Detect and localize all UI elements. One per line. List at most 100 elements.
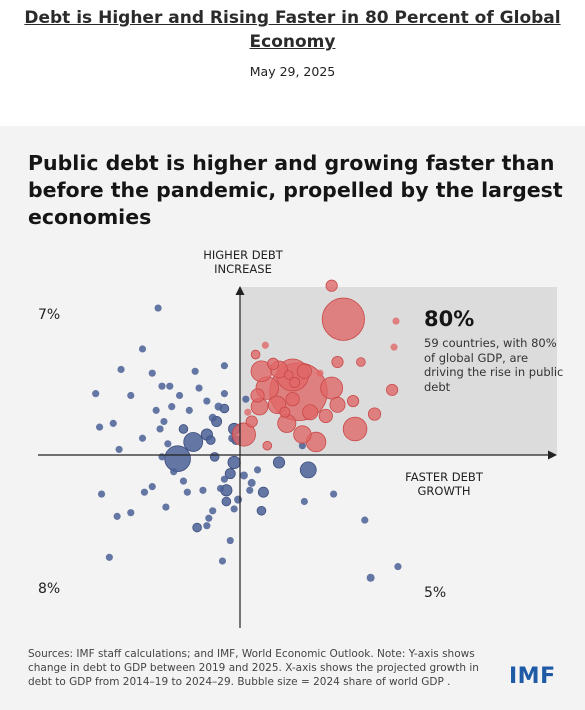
blue-bubble [158, 382, 166, 390]
red-bubble [279, 406, 291, 418]
red-bubble [347, 395, 360, 408]
blue-bubble [109, 419, 117, 427]
blue-bubble [214, 402, 223, 411]
red-bubble [367, 407, 382, 421]
blue-bubble [299, 461, 317, 479]
blue-bubble [272, 456, 286, 469]
blue-bubble [209, 507, 217, 515]
red-bubble [318, 408, 333, 424]
quadrant-bottom-right-pct: 5% [424, 585, 447, 601]
blue-bubble [175, 391, 184, 400]
y-axis-arrow [235, 286, 245, 295]
blue-bubble [208, 413, 217, 422]
blue-bubble [97, 490, 106, 498]
blue-bubble [117, 365, 125, 374]
blue-bubble [115, 445, 123, 453]
red-bubble [289, 377, 301, 388]
blue-bubble [156, 425, 164, 433]
red-bubble [261, 341, 269, 349]
blue-bubble [226, 536, 234, 545]
source-note: Sources: IMF staff calculations; and IMF… [28, 648, 479, 688]
blue-bubble [247, 478, 256, 487]
blue-bubble [185, 406, 193, 414]
red-bubble [321, 297, 365, 341]
blue-bubble [205, 514, 213, 522]
blue-bubble [152, 406, 160, 414]
blue-bubble [224, 468, 236, 480]
blue-bubble [178, 424, 189, 434]
blue-bubble [227, 455, 241, 470]
red-bubble [245, 415, 258, 428]
red-bubble [262, 440, 273, 451]
blue-bubble [394, 563, 402, 571]
red-bubble [244, 408, 252, 416]
red-bubble [250, 349, 261, 360]
blue-bubble [140, 488, 149, 496]
blue-bubble [166, 382, 174, 390]
blue-bubble [366, 573, 375, 582]
quadrant-top-right-pct: 80% [424, 307, 475, 331]
blue-bubble [298, 442, 306, 450]
blue-bubble [220, 475, 228, 483]
blue-bubble [330, 490, 338, 498]
blue-bubble [113, 512, 121, 520]
blue-bubble [242, 395, 250, 403]
red-bubble [250, 388, 265, 403]
imf-logo: IMF [509, 664, 556, 689]
blue-bubble [234, 495, 243, 504]
blue-bubble [170, 468, 178, 476]
blue-bubble [164, 445, 191, 473]
blue-bubble [300, 497, 308, 506]
blue-bubble [239, 471, 248, 480]
x-axis-label: FASTER DEBT GROWTH [405, 470, 483, 498]
blue-bubble [192, 522, 202, 533]
blue-bubble [216, 484, 225, 493]
quadrant-top-right-callout: 59 countries, with 80% of global GDP, ar… [424, 336, 564, 394]
red-bubble [392, 317, 400, 325]
quadrant-top-left-pct: 7% [38, 307, 61, 323]
blue-bubble [148, 483, 156, 491]
blue-bubble [195, 384, 203, 392]
blue-bubble [218, 557, 227, 565]
blue-bubble [257, 486, 269, 498]
blue-bubble [220, 362, 228, 370]
blue-bubble [203, 397, 211, 405]
blue-bubble [253, 466, 262, 474]
blue-bubble [191, 367, 199, 375]
blue-bubble [96, 423, 104, 431]
red-bubble [325, 279, 338, 292]
red-bubble [331, 355, 344, 369]
red-bubble [302, 404, 319, 421]
blue-bubble [230, 505, 238, 513]
blue-bubble [160, 417, 168, 426]
red-bubble [231, 422, 256, 447]
blue-bubble [138, 345, 147, 353]
red-bubble [386, 383, 399, 396]
blue-bubble [179, 477, 188, 485]
blue-bubble [183, 488, 191, 496]
x-axis-arrow [548, 450, 557, 460]
red-bubble [342, 416, 368, 442]
blue-bubble [220, 390, 228, 398]
blue-bubble [205, 435, 216, 445]
y-axis-label: HIGHER DEBT INCREASE [203, 248, 283, 276]
blue-bubble [203, 522, 211, 530]
chart-title: Public debt is higher and growing faster… [28, 151, 563, 229]
article-headline[interactable]: Debt is Higher and Rising Faster in 80 P… [24, 8, 561, 52]
red-bubble [293, 425, 312, 444]
blue-bubble [209, 452, 220, 462]
red-bubble [296, 363, 312, 379]
blue-bubble [138, 434, 147, 442]
blue-bubble [164, 440, 172, 448]
blue-bubble [256, 506, 267, 516]
quadrant-bottom-left-pct: 8% [38, 581, 61, 597]
blue-bubble [148, 369, 156, 377]
red-bubble [320, 376, 344, 400]
blue-bubble [361, 516, 369, 524]
blue-bubble [92, 390, 100, 398]
blue-bubble [199, 486, 207, 494]
driving-economies-bubbles [231, 279, 400, 453]
blue-bubble [127, 509, 135, 517]
red-bubble [316, 369, 324, 377]
